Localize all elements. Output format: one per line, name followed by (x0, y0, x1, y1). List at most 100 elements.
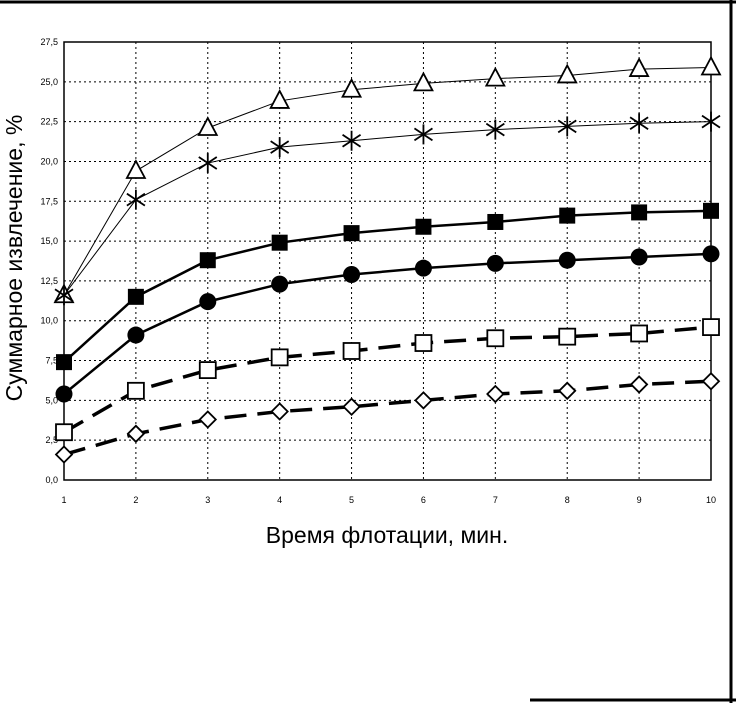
y-tick-label: 5,0 (45, 395, 58, 405)
open-square-marker (702, 318, 720, 336)
open-diamond-marker (414, 391, 433, 410)
x-tick-label: 4 (277, 495, 282, 505)
filled-circle-marker (702, 245, 720, 263)
filled-circle-marker (127, 326, 145, 344)
asterisk-marker (629, 113, 649, 134)
series-diamond-open (54, 371, 721, 464)
filled-square-marker (343, 225, 360, 242)
series-circle-filled (55, 245, 720, 403)
asterisk-marker (54, 285, 74, 306)
asterisk-marker (557, 116, 577, 137)
y-tick-label: 12,5 (40, 276, 58, 286)
y-tick-label: 25,0 (40, 77, 58, 87)
series-square-filled (56, 202, 719, 371)
open-diamond-marker (54, 445, 74, 464)
y-tick-label: 22,5 (40, 117, 58, 127)
open-square-marker (486, 329, 505, 348)
y-tick-label: 10,0 (40, 316, 58, 326)
open-square-marker (126, 381, 145, 400)
x-axis-title: Время флотации, мин. (266, 522, 508, 548)
asterisk-marker (198, 153, 218, 174)
filled-square-marker (703, 202, 719, 219)
triangle-marker (197, 116, 219, 136)
open-diamond-marker (270, 402, 289, 421)
filled-circle-marker (414, 259, 432, 277)
filled-square-marker (487, 213, 504, 230)
y-tick-label: 0,0 (45, 475, 58, 485)
x-tick-label: 10 (706, 495, 716, 505)
open-square-marker (342, 342, 361, 360)
filled-square-marker (559, 207, 576, 224)
asterisk-marker (413, 124, 433, 145)
x-tick-label: 3 (205, 495, 210, 505)
series-line (63, 209, 712, 364)
filled-square-marker (415, 218, 432, 235)
y-axis-title: Суммарное извлечение, % (1, 115, 27, 402)
x-tick-label: 5 (349, 495, 354, 505)
y-tick-labels: 0,0 2,5 5,0 7,5 10,0 12,5 15,0 17,5 20,0 22,5 25,0… (40, 37, 58, 485)
open-square-marker (558, 327, 577, 346)
y-tick-label: 2,5 (45, 435, 58, 445)
filled-square-marker (271, 234, 288, 251)
x-tick-label: 1 (61, 495, 66, 505)
triangle-marker (484, 66, 506, 87)
triangle-marker (700, 55, 722, 76)
grid (64, 42, 711, 480)
asterisk-marker (485, 119, 505, 140)
filled-circle-marker (558, 251, 576, 269)
open-square-marker (414, 334, 433, 352)
triangle-marker (269, 89, 291, 109)
filled-circle-marker (199, 293, 217, 311)
open-square-marker (270, 348, 289, 367)
series-triangle-open (53, 55, 722, 304)
x-tick-label: 2 (133, 495, 138, 505)
series-line (63, 325, 712, 434)
open-diamond-marker (342, 397, 361, 417)
open-diamond-marker (126, 424, 146, 444)
filled-square-marker (56, 354, 72, 371)
triangle-marker (628, 57, 650, 77)
triangle-marker (412, 71, 434, 92)
filled-circle-marker (486, 254, 504, 272)
filled-circle-marker (55, 385, 73, 403)
y-tick-label: 7,5 (45, 356, 58, 366)
series-line (63, 66, 712, 296)
filled-square-marker (631, 204, 648, 221)
y-tick-label: 20,0 (40, 156, 58, 166)
asterisk-marker (342, 130, 362, 151)
series (53, 55, 722, 464)
open-square-marker (55, 423, 73, 442)
open-diamond-marker (198, 410, 218, 429)
x-tick-label: 7 (493, 495, 498, 505)
filled-circle-marker (343, 266, 361, 284)
open-diamond-marker (486, 384, 505, 404)
triangle-marker (125, 159, 147, 179)
asterisk-marker (270, 137, 290, 158)
series-asterisk (54, 111, 721, 306)
series-line (63, 121, 712, 296)
filled-circle-marker (271, 275, 289, 293)
open-square-marker (630, 324, 649, 343)
asterisk-marker (126, 189, 146, 210)
plot-area-frame (63, 41, 712, 481)
series-square-open (55, 318, 720, 442)
y-tick-label: 27,5 (40, 37, 58, 47)
x-tick-labels: 1 2 3 4 5 6 7 8 9 10 (61, 495, 716, 505)
filled-square-marker (199, 252, 216, 269)
open-diamond-marker (629, 375, 649, 394)
triangle-marker (341, 77, 363, 98)
y-tick-label: 15,0 (40, 236, 58, 246)
filled-circle-marker (630, 248, 648, 266)
open-square-marker (198, 361, 217, 380)
asterisk-marker (701, 111, 721, 132)
open-diamond-marker (557, 381, 577, 401)
y-tick-label: 17,5 (40, 196, 58, 206)
series-line (63, 252, 712, 395)
triangle-marker (556, 63, 578, 84)
filled-square-marker (127, 288, 144, 305)
series-line (63, 379, 712, 457)
x-tick-label: 9 (637, 495, 642, 505)
x-tick-label: 8 (565, 495, 570, 505)
open-diamond-marker (701, 371, 721, 391)
